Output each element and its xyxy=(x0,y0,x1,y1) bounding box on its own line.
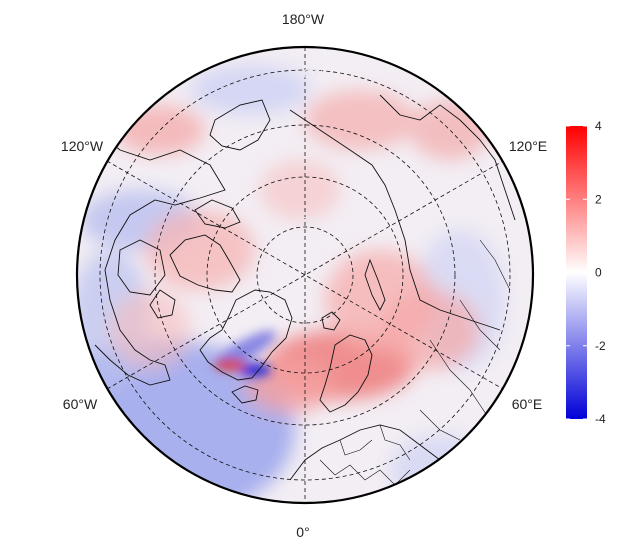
colorbar-tick-label: 4 xyxy=(595,119,602,133)
asia-borders xyxy=(419,239,511,441)
scandinavia-outline xyxy=(319,334,373,413)
meridian-120w-60e xyxy=(106,160,504,390)
longitude-label-60e: 60°E xyxy=(512,396,543,412)
longitude-label-120w: 120°W xyxy=(61,138,104,154)
colorbar: 4 2 0 -2 -4 xyxy=(566,119,606,426)
latitude-circle-60 xyxy=(154,124,456,426)
latitude-label-60: 60° xyxy=(303,66,323,81)
canadian-archipelago-outline xyxy=(149,199,241,319)
longitude-label-180w: 180°W xyxy=(282,11,325,27)
latitude-circle-80 xyxy=(256,226,354,324)
colorbar-tick-label: 2 xyxy=(595,192,602,206)
graticule xyxy=(99,47,511,503)
colorbar-tick-label: -2 xyxy=(595,339,606,353)
alaska-outline xyxy=(209,99,271,151)
longitude-label-0: 0° xyxy=(296,524,309,540)
north-america-outline xyxy=(94,129,226,386)
novaya-zemlya-outline xyxy=(364,258,386,311)
longitude-label-120e: 120°E xyxy=(509,138,547,154)
colorbar-tick-label: 0 xyxy=(595,266,602,280)
colorbar-ticks: 4 2 0 -2 -4 xyxy=(566,119,606,426)
siberia-outline xyxy=(289,94,516,331)
longitude-label-60w: 60°W xyxy=(63,396,98,412)
colorbar-tick-label: -4 xyxy=(595,412,606,426)
latitude-label-70: 70° xyxy=(303,214,323,229)
iceland-outline xyxy=(231,385,259,404)
svalbard-outline xyxy=(321,311,341,331)
hudson-bay-outline xyxy=(117,239,166,296)
greenland-outline xyxy=(199,289,293,381)
latitude-circle-70 xyxy=(206,176,404,374)
map-border xyxy=(75,45,535,505)
colorbar-gradient xyxy=(566,126,587,419)
meridian-60w-120e xyxy=(106,160,504,390)
latitude-circle-50 xyxy=(99,69,511,481)
